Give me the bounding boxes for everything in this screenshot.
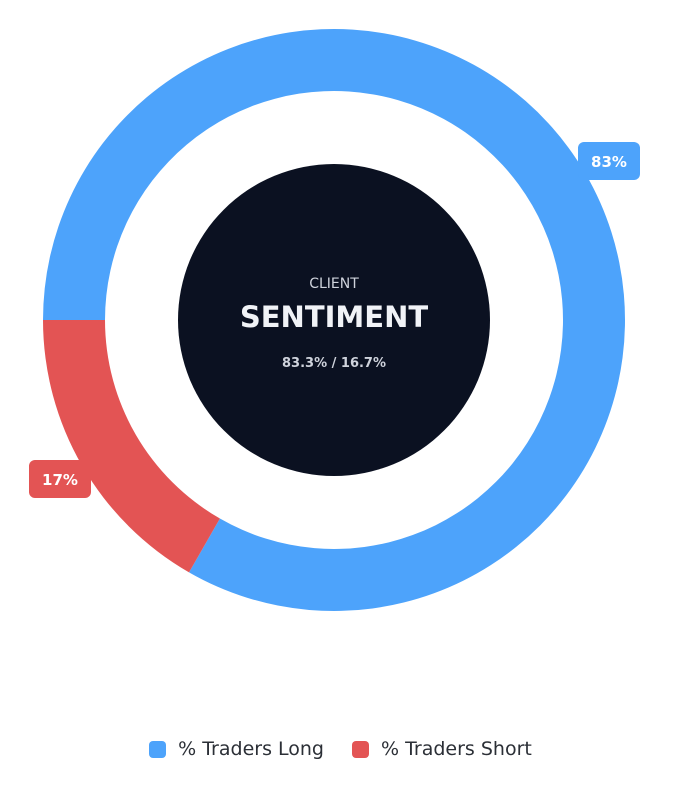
legend-item-short[interactable]: % Traders Short [351, 738, 532, 760]
short-badge-label: 17% [42, 471, 78, 489]
donut-slices [43, 28, 625, 612]
center-disc [178, 164, 490, 476]
long-badge-background [578, 142, 640, 180]
legend-item-long[interactable]: % Traders Long [149, 738, 324, 760]
legend-swatch-long [149, 740, 167, 758]
legend-swatch-short [351, 740, 369, 758]
chart-legend: % Traders Long % Traders Short [0, 738, 681, 760]
center-title-small: CLIENT [309, 276, 359, 292]
long-badge: 83% [578, 142, 640, 180]
center-percent-summary: 83.3% / 16.7% [282, 356, 386, 371]
short-badge: 17% [29, 460, 91, 498]
long-badge-label: 83% [591, 153, 627, 171]
slice-traders-short[interactable] [43, 320, 220, 573]
short-badge-background [29, 460, 91, 498]
center-title-big: SENTIMENT [240, 300, 428, 334]
legend-label-long: % Traders Long [178, 738, 324, 760]
legend-label-short: % Traders Short [380, 738, 532, 760]
